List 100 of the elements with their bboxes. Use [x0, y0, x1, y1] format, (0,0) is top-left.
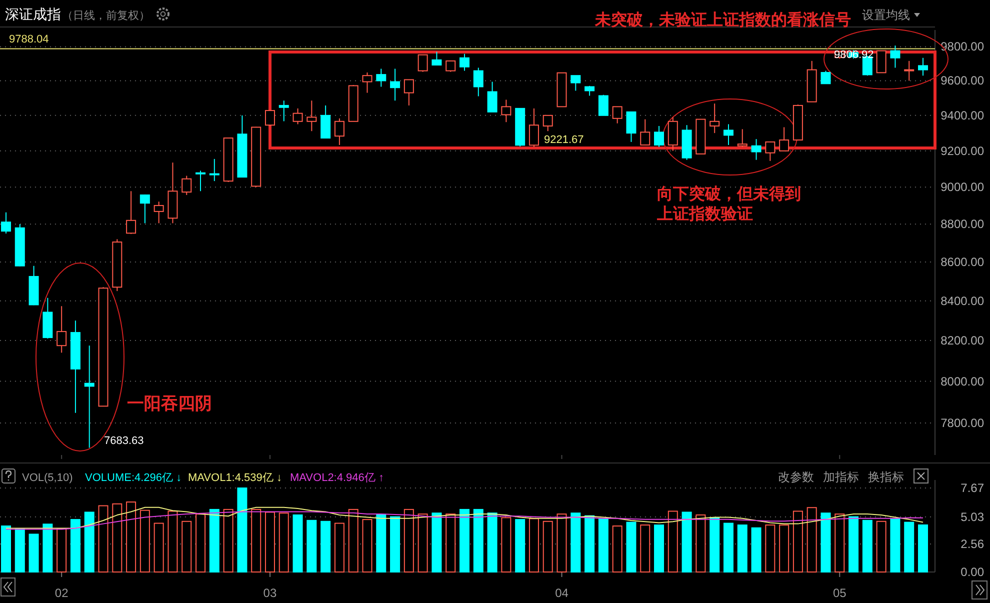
bar: [542, 520, 553, 572]
bar: [515, 519, 526, 572]
candlestick: [890, 45, 900, 68]
bar: [584, 515, 595, 572]
bar: [904, 522, 914, 572]
x-tick-label: 05: [832, 586, 847, 600]
x-tick-label: 04: [555, 586, 569, 600]
text: 设置均线: [862, 8, 910, 22]
y-tick-label: 8400.00: [940, 294, 984, 308]
y-tick-label: 8200.00: [940, 334, 984, 348]
bar: [264, 512, 275, 572]
bar: [820, 512, 831, 572]
bar: [473, 508, 484, 572]
bar: [792, 510, 803, 572]
candlestick: [56, 306, 67, 354]
candlestick: [168, 162, 178, 224]
bar: [28, 534, 39, 572]
bar: [292, 514, 303, 572]
bar: [112, 503, 122, 572]
bar: [320, 520, 331, 572]
text: MAVOL1:4.539亿 ↓: [188, 472, 282, 484]
bar: [487, 512, 498, 572]
bar: [737, 524, 748, 572]
bar: [626, 522, 636, 572]
bar: [251, 508, 262, 572]
y-tick-label: 8600.00: [940, 255, 984, 270]
y-tick-label: 0.00: [960, 565, 984, 579]
bar: [98, 505, 108, 572]
bar: [390, 516, 400, 572]
bar: [528, 518, 539, 572]
bar: [806, 507, 817, 572]
bar: [556, 514, 567, 572]
candlestick: [278, 100, 289, 122]
bar: [209, 508, 220, 572]
bar: [14, 528, 25, 572]
ref-line-label: 9788.04: [9, 34, 49, 46]
bar: [196, 514, 206, 572]
bar: [306, 520, 317, 572]
bar: [1, 526, 11, 572]
bar: [918, 524, 928, 572]
x-tick-label: 03: [263, 586, 277, 600]
bar: [56, 528, 67, 572]
chart-title: VOL(5,10): [22, 472, 73, 484]
bar: [862, 520, 872, 572]
y-tick-label: 7800.00: [940, 416, 984, 430]
annotation: 换指标: [868, 470, 904, 484]
bar: [140, 510, 150, 572]
bar: [654, 524, 664, 572]
bar: [154, 522, 164, 572]
chart-title: 深证成指: [5, 6, 61, 22]
bar: [612, 526, 622, 572]
annotation: 9221.67: [544, 134, 584, 146]
annotation: 7683.63: [104, 435, 144, 447]
bar: [890, 518, 900, 572]
bar: [501, 517, 512, 572]
candlestick: [723, 124, 734, 146]
y-tick-label: 8800.00: [940, 217, 984, 232]
candlestick: [668, 116, 678, 152]
bar: [418, 514, 428, 572]
bar: [168, 510, 178, 572]
bar: [668, 510, 678, 572]
annotation: 向下突破，但未得到上证指数验证: [656, 185, 801, 223]
y-tick-label: 8000.00: [940, 374, 984, 388]
bar: [460, 508, 470, 572]
y-tick-label: 2.56: [960, 536, 984, 551]
bar: [876, 520, 886, 572]
bar: [570, 512, 581, 572]
bar: [126, 502, 136, 572]
bar: [710, 517, 720, 572]
bar: [334, 522, 344, 572]
annotation: 一阳吞四阴: [127, 394, 212, 413]
candlestick: [376, 68, 386, 88]
candlestick: [473, 67, 484, 97]
bar: [376, 514, 386, 572]
bar: [70, 519, 80, 572]
bar: [348, 508, 358, 572]
bar: [362, 519, 372, 572]
bar: [640, 524, 650, 572]
candlestick: [710, 103, 720, 134]
bar: [432, 512, 442, 572]
bar: [696, 514, 706, 572]
y-tick-label: 9400.00: [940, 108, 984, 122]
bar: [278, 512, 289, 572]
bar: [42, 524, 53, 572]
bar: [84, 512, 94, 572]
bar: [834, 514, 845, 572]
bar: [598, 518, 608, 572]
chart-subtitle: （日线，前复权）: [62, 9, 150, 22]
y-tick-label: 5.03: [960, 510, 984, 524]
bar: [404, 508, 414, 572]
line-series: [6, 511, 924, 530]
candlestick: [390, 68, 400, 102]
bar: [779, 524, 790, 572]
bar: [237, 487, 248, 572]
bar: [682, 512, 692, 572]
bar: [223, 508, 234, 572]
candlestick: [751, 138, 762, 160]
candlestick: [84, 345, 94, 448]
text: MAVOL2:4.946亿 ↑: [290, 472, 384, 484]
y-tick-label: 9200.00: [940, 144, 984, 158]
